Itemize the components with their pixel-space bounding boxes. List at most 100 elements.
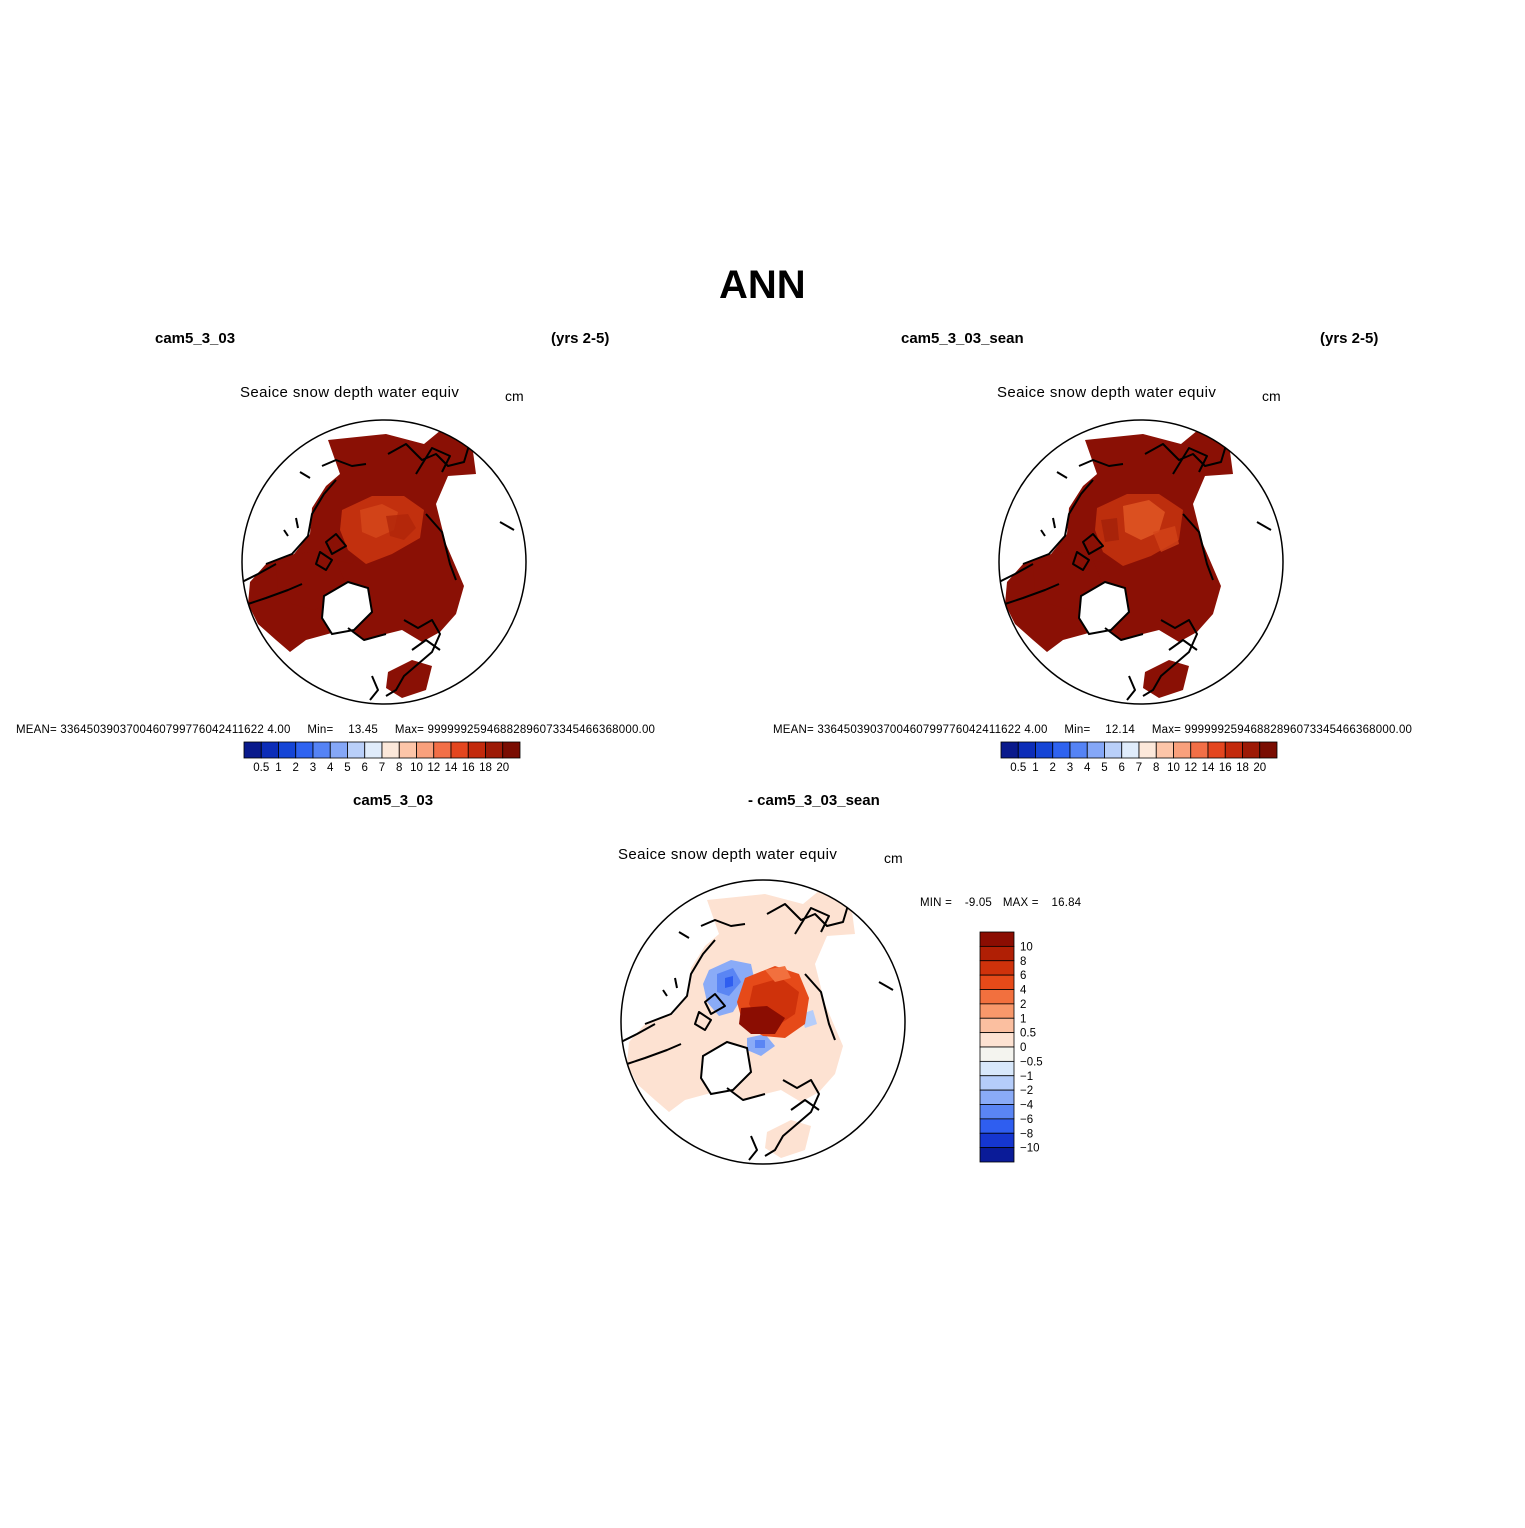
panel-left-colorbar-label: 1 bbox=[275, 762, 281, 774]
panel-right-colorbar-box bbox=[1017, 741, 1036, 759]
panel-right-units: cm bbox=[1262, 388, 1281, 404]
panel-diff-min-value: -9.05 bbox=[964, 897, 993, 909]
panel-left-colorbar-label: 2 bbox=[293, 762, 299, 774]
panel-left-colorbar-box bbox=[416, 741, 435, 759]
panel-diff-max-value: 16.84 bbox=[1051, 897, 1082, 909]
panel-left-map-border bbox=[241, 419, 527, 705]
panel-left-colorbar-label: 3 bbox=[310, 762, 316, 774]
panel-left-case-label: cam5_3_03 bbox=[155, 330, 236, 347]
panel-right-colorbar-box bbox=[1224, 741, 1243, 759]
panel-left-mean-value: 3364503903700460799776042411622 4.00 bbox=[60, 724, 291, 736]
panel-diff-colorbar: 10 8 6 4 2 1 0.5 0 −0.5 −1 −2 −4 −6 −8 −10 bbox=[979, 931, 1043, 1163]
panel-left-map bbox=[241, 419, 527, 705]
panel-left-colorbar-label: 20 bbox=[496, 762, 509, 774]
panel-right-colorbar-label: 0.5 bbox=[1010, 762, 1026, 774]
panel-left-colorbar-box bbox=[502, 741, 521, 759]
panel-left-colorbar-label: 12 bbox=[427, 762, 440, 774]
panel-right-min-value: 12.14 bbox=[1105, 724, 1136, 736]
panel-diff-stats: MIN = -9.05 MAX = 16.84 bbox=[920, 897, 1081, 909]
panel-diff-colorbar-box bbox=[979, 1032, 1015, 1048]
panel-diff-colorbar-label: −2 bbox=[1020, 1085, 1033, 1097]
panel-diff-colorbar-box bbox=[979, 1132, 1015, 1149]
panel-left-colorbar-label: 7 bbox=[379, 762, 385, 774]
panel-right-colorbar-box bbox=[1259, 741, 1278, 759]
panel-left-colorbar-label: 14 bbox=[445, 762, 458, 774]
panel-diff-colorbar-label: 2 bbox=[1020, 999, 1026, 1011]
figure-title: ANN bbox=[719, 263, 806, 307]
panel-diff-title: Seaice snow depth water equiv bbox=[618, 846, 838, 863]
panel-right-colorbar-label: 16 bbox=[1219, 762, 1232, 774]
panel-right-map bbox=[998, 419, 1284, 705]
panel-left-years-label: (yrs 2-5) bbox=[551, 330, 610, 347]
panel-right-colorbar-label: 7 bbox=[1136, 762, 1142, 774]
panel-right-colorbar-box bbox=[1069, 741, 1088, 759]
panel-right-colorbar-label: 4 bbox=[1084, 762, 1091, 774]
panel-diff-colorbar-label: 0 bbox=[1020, 1042, 1026, 1054]
panel-diff-colorbar-label: 4 bbox=[1020, 985, 1027, 997]
panel-left-colorbar-label: 16 bbox=[462, 762, 475, 774]
panel-right-colorbar-label: 1 bbox=[1032, 762, 1038, 774]
panel-left-colorbar-box bbox=[381, 741, 400, 759]
panel-right-colorbar-box bbox=[1190, 741, 1209, 759]
panel-diff-colorbar-box bbox=[979, 974, 1015, 990]
panel-left-colorbar-box bbox=[260, 741, 279, 759]
panel-right-colorbar-label: 5 bbox=[1101, 762, 1107, 774]
panel-diff-colorbar-label: −0.5 bbox=[1020, 1056, 1043, 1068]
panel-right-colorbar-label: 18 bbox=[1236, 762, 1249, 774]
panel-diff-colorbar-box bbox=[979, 1060, 1015, 1077]
panel-right-colorbar-label: 2 bbox=[1050, 762, 1056, 774]
panel-left-colorbar-box bbox=[278, 741, 297, 759]
panel-left-colorbar-box bbox=[312, 741, 331, 759]
panel-left-colorbar-label: 8 bbox=[396, 762, 402, 774]
panel-right-colorbar-box bbox=[1104, 741, 1123, 759]
panel-right-colorbar-box bbox=[1173, 741, 1192, 759]
panel-diff-colorbar-label: 1 bbox=[1020, 1013, 1026, 1025]
panel-left-colorbar-label: 18 bbox=[479, 762, 492, 774]
panel-right-colorbar-box bbox=[1121, 741, 1140, 759]
panel-left-stats: MEAN= 3364503903700460799776042411622 4.… bbox=[16, 724, 655, 736]
panel-right-map-border bbox=[998, 419, 1284, 705]
panel-right-years-label: (yrs 2-5) bbox=[1320, 330, 1379, 347]
panel-left-greenland bbox=[320, 580, 374, 636]
panel-left-colorbar: 0.5 1 2 3 4 5 6 7 8 10 12 14 16 18 20 bbox=[243, 741, 521, 774]
panel-diff-colorbar-box bbox=[979, 945, 1015, 962]
panel-right-colorbar-label: 14 bbox=[1202, 762, 1215, 774]
panel-diff-colorbar-box bbox=[979, 989, 1015, 1005]
panel-right-colorbar-box bbox=[1138, 741, 1157, 759]
panel-diff-colorbar-label: −1 bbox=[1020, 1071, 1033, 1083]
panel-right-title: Seaice snow depth water equiv bbox=[997, 384, 1217, 401]
panel-diff-colorbar-box bbox=[979, 1017, 1015, 1034]
panel-diff-min-label: MIN = bbox=[920, 897, 952, 909]
panel-right-case-label: cam5_3_03_sean bbox=[901, 330, 1024, 347]
panel-right-colorbar-label: 12 bbox=[1184, 762, 1197, 774]
panel-right-colorbar-box bbox=[1000, 741, 1019, 759]
panel-diff-max-label: MAX = bbox=[1002, 897, 1039, 909]
panel-right-colorbar-label: 20 bbox=[1253, 762, 1266, 774]
panel-left-colorbar-label: 6 bbox=[362, 762, 368, 774]
panel-diff-colorbar-box bbox=[979, 1003, 1015, 1019]
panel-left-colorbar-box bbox=[398, 741, 417, 759]
panel-left-colorbar-box bbox=[347, 741, 366, 759]
panel-right-colorbar-label: 10 bbox=[1167, 762, 1180, 774]
panel-diff-map-border bbox=[620, 879, 906, 1165]
panel-right-colorbar-box bbox=[1155, 741, 1174, 759]
panel-right-mean-label: MEAN= bbox=[773, 724, 814, 736]
panel-diff-units: cm bbox=[884, 850, 903, 866]
panel-diff-colorbar-label: 0.5 bbox=[1020, 1028, 1036, 1040]
panel-diff-greenland bbox=[699, 1040, 753, 1096]
panel-diff-colorbar-label: −10 bbox=[1020, 1143, 1040, 1155]
panel-right-greenland bbox=[1077, 580, 1131, 636]
panel-right-colorbar-box bbox=[1052, 741, 1071, 759]
panel-diff-colorbar-box bbox=[979, 931, 1015, 947]
panel-right-max-label: Max= bbox=[1151, 724, 1182, 736]
panel-diff-colorbar-box bbox=[979, 1075, 1015, 1091]
panel-left-colorbar-box bbox=[329, 741, 348, 759]
panel-diff-map bbox=[620, 879, 906, 1165]
panel-diff-colorbar-box bbox=[979, 1089, 1015, 1105]
panel-left-colorbar-label: 4 bbox=[327, 762, 334, 774]
panel-right-colorbar-box bbox=[1086, 741, 1105, 759]
panel-diff-colorbar-label: −6 bbox=[1020, 1114, 1033, 1126]
panel-diff-colorbar-box bbox=[979, 1046, 1015, 1062]
panel-left-mean-label: MEAN= bbox=[16, 724, 57, 736]
panel-left-title: Seaice snow depth water equiv bbox=[240, 384, 460, 401]
